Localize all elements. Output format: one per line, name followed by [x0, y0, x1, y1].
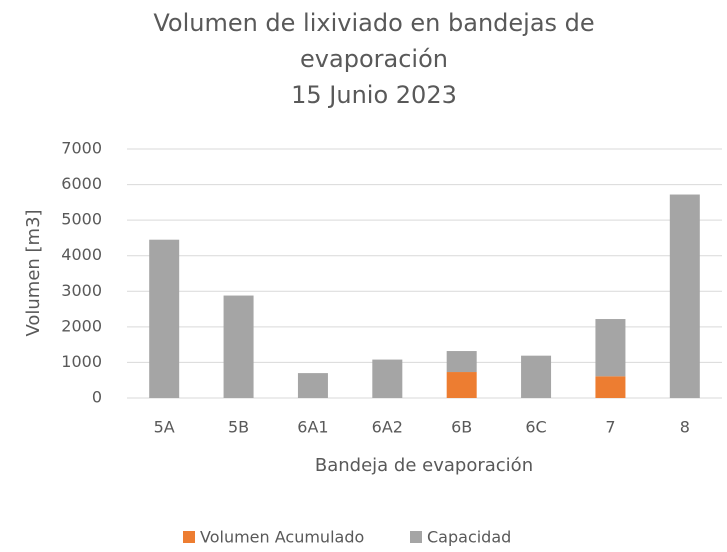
x-tick-label: 8 [680, 418, 690, 437]
bar-segment [595, 319, 626, 377]
chart-title: Volumen de lixiviado en bandejas de [153, 9, 594, 37]
x-axis-label: Bandeja de evaporación [315, 455, 533, 476]
y-tick-label: 5000 [61, 210, 102, 229]
chart-title: 15 Junio 2023 [291, 81, 457, 109]
x-tick-label: 6A2 [372, 418, 403, 437]
legend-label: Volumen Acumulado [200, 528, 364, 547]
y-tick-label: 2000 [61, 316, 102, 335]
x-tick-label: 6B [451, 418, 472, 437]
bar-segment [149, 239, 180, 398]
bar-segment [372, 359, 403, 398]
legend-swatch [183, 531, 195, 543]
bar-segment [669, 194, 700, 398]
x-tick-label: 6A1 [297, 418, 328, 437]
y-tick-label: 3000 [61, 281, 102, 300]
bar-segment [595, 376, 626, 398]
bar-segment [446, 372, 477, 398]
x-tick-label: 6C [525, 418, 546, 437]
y-tick-label: 7000 [61, 139, 102, 158]
x-tick-label: 7 [605, 418, 615, 437]
bar-segment [446, 351, 477, 373]
bar-segment [297, 373, 328, 398]
y-tick-label: 1000 [61, 352, 102, 371]
bar-segment [521, 355, 552, 398]
chart-title: evaporación [300, 45, 448, 73]
bar-segment [223, 295, 254, 398]
legend-label: Capacidad [427, 528, 511, 547]
y-tick-label: 6000 [61, 174, 102, 193]
y-tick-label: 0 [92, 388, 102, 407]
legend-swatch [410, 531, 422, 543]
x-tick-label: 5A [154, 418, 175, 437]
y-tick-label: 4000 [61, 245, 102, 264]
x-tick-label: 5B [228, 418, 249, 437]
y-axis-label: Volumen [m3] [23, 209, 44, 336]
